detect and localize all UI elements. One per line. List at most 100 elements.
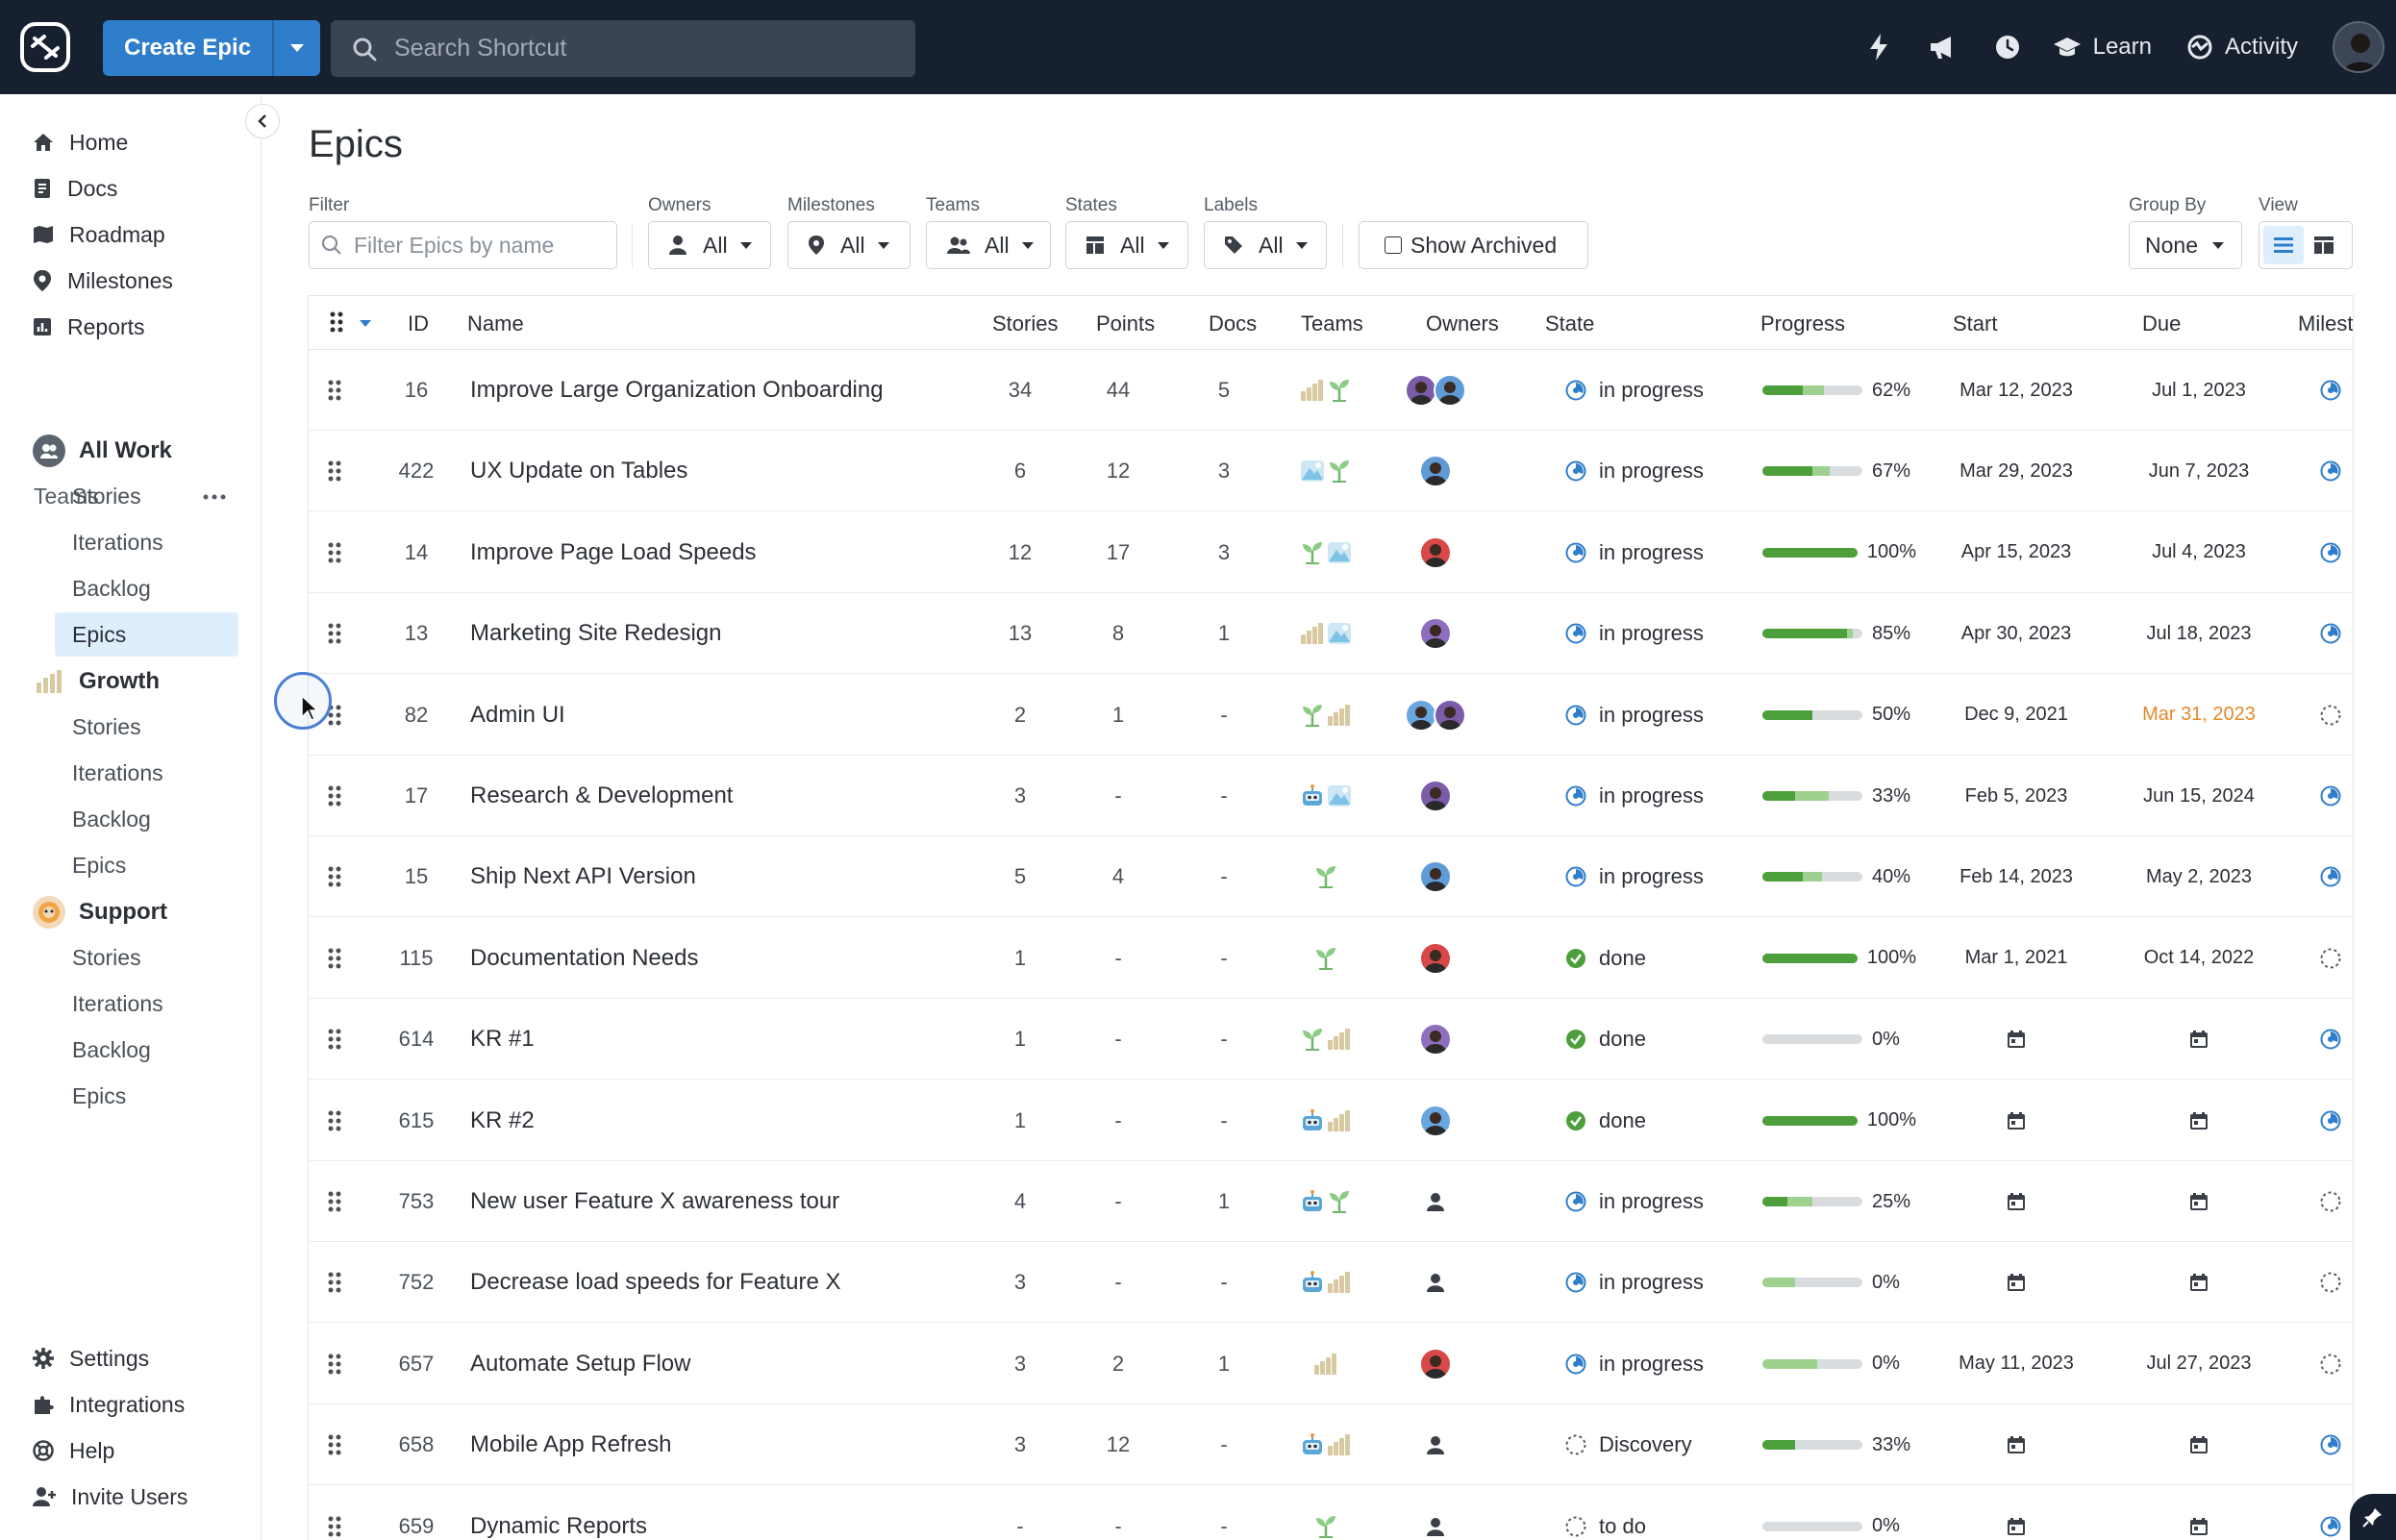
teams-cell[interactable] (1287, 756, 1364, 836)
calendar-icon[interactable] (2007, 1435, 2026, 1454)
teams-cell[interactable] (1287, 999, 1364, 1080)
list-view-button[interactable] (2263, 226, 2304, 264)
table-row[interactable]: 82 Admin UI 2 1 - in progress 50% Dec 9, 2021 Ma… (309, 674, 2353, 756)
milestone-cell[interactable] (2311, 512, 2350, 593)
due-date-cell[interactable]: Jun 15, 2024 (2129, 756, 2269, 836)
owners-cell[interactable] (1397, 1161, 1474, 1242)
start-date-cell[interactable]: Mar 1, 2021 (1946, 918, 2086, 999)
column-header-owners[interactable]: Owners (1426, 311, 1499, 335)
epic-name-link[interactable]: Improve Page Load Speeds (470, 538, 757, 565)
milestone-cell[interactable] (2311, 593, 2350, 674)
state-cell[interactable]: done (1565, 918, 1758, 999)
table-row[interactable]: 422 UX Update on Tables 6 12 3 in progress 67%… (309, 431, 2353, 512)
show-archived-toggle[interactable]: Show Archived (1359, 221, 1588, 269)
milestone-cell[interactable] (2311, 1080, 2350, 1161)
owners-cell[interactable] (1397, 512, 1474, 593)
owners-cell[interactable] (1397, 1080, 1474, 1161)
user-avatar[interactable] (2333, 21, 2384, 73)
epic-name-link[interactable]: Ship Next API Version (470, 863, 696, 890)
epic-name-link[interactable]: Dynamic Reports (470, 1512, 648, 1539)
teams-cell[interactable] (1287, 1161, 1364, 1242)
team-growth[interactable]: Growth (33, 660, 160, 703)
due-date-cell[interactable] (2129, 1080, 2269, 1161)
sidebar-item-reports[interactable]: Reports (33, 306, 145, 348)
calendar-icon[interactable] (2189, 1030, 2209, 1049)
table-row[interactable]: 752 Decrease load speeds for Feature X 3 - -… (309, 1242, 2353, 1324)
state-cell[interactable]: in progress (1565, 431, 1758, 511)
state-cell[interactable]: in progress (1565, 350, 1758, 431)
teams-cell[interactable] (1287, 918, 1364, 999)
calendar-icon[interactable] (2189, 1192, 2209, 1211)
owner-avatar[interactable] (1419, 1023, 1452, 1056)
owners-cell[interactable] (1397, 756, 1474, 836)
teams-cell[interactable] (1287, 1324, 1364, 1404)
sidebar-item-roadmap[interactable]: Roadmap (33, 213, 165, 256)
state-cell[interactable]: to do (1565, 1486, 1758, 1540)
due-date-cell[interactable] (2129, 1242, 2269, 1323)
start-date-cell[interactable]: Apr 30, 2023 (1946, 593, 2086, 674)
start-date-cell[interactable]: Mar 29, 2023 (1946, 431, 2086, 511)
column-header-name[interactable]: Name (467, 311, 524, 335)
epic-name-link[interactable]: KR #2 (470, 1106, 535, 1133)
owners-cell[interactable] (1397, 1486, 1474, 1540)
sidebar-item-docs[interactable]: Docs (33, 167, 117, 210)
milestone-cell[interactable] (2311, 1486, 2350, 1540)
milestone-cell[interactable] (2311, 1404, 2350, 1485)
table-row[interactable]: 614 KR #1 1 - - done 0% (309, 999, 2353, 1080)
owner-avatar[interactable] (1419, 1104, 1452, 1137)
epic-name-link[interactable]: Decrease load speeds for Feature X (470, 1269, 841, 1296)
group-by-dropdown[interactable]: None (2129, 221, 2242, 269)
row-drag-handle[interactable] (328, 431, 357, 511)
owner-avatar[interactable] (1419, 617, 1452, 651)
sidebar-item-settings[interactable]: Settings (33, 1337, 149, 1379)
row-drag-handle[interactable] (328, 675, 357, 756)
row-drag-handle[interactable] (328, 1324, 357, 1404)
table-row[interactable]: 658 Mobile App Refresh 3 12 - Discovery 33% (309, 1404, 2353, 1486)
announcements-button[interactable] (1924, 28, 1962, 66)
calendar-icon[interactable] (2007, 1517, 2026, 1536)
row-drag-handle[interactable] (328, 1486, 357, 1540)
more-options-icon[interactable] (203, 494, 226, 500)
start-date-cell[interactable]: Feb 5, 2023 (1946, 756, 2086, 836)
epic-name-link[interactable]: Research & Development (470, 782, 734, 808)
team-all-work[interactable]: All Work (33, 430, 172, 472)
due-date-cell[interactable]: Jul 18, 2023 (2129, 593, 2269, 674)
owner-avatar[interactable] (1419, 535, 1452, 569)
support-iterations[interactable]: Iterations (72, 990, 163, 1016)
teams-cell[interactable] (1287, 431, 1364, 511)
state-cell[interactable]: in progress (1565, 675, 1758, 756)
state-cell[interactable]: done (1565, 1080, 1758, 1161)
epic-name-link[interactable]: KR #1 (470, 1026, 535, 1053)
column-header-points[interactable]: Points (1096, 311, 1156, 335)
sidebar-item-integrations[interactable]: Integrations (33, 1383, 185, 1426)
support-stories[interactable]: Stories (72, 944, 141, 970)
due-date-cell[interactable]: Oct 14, 2022 (2129, 918, 2269, 999)
search-bar[interactable]: Search Shortcut (331, 20, 915, 77)
owner-avatar[interactable] (1419, 860, 1452, 894)
growth-backlog[interactable]: Backlog (72, 806, 151, 832)
milestone-cell[interactable] (2311, 918, 2350, 999)
epic-name-link[interactable]: Automate Setup Flow (470, 1350, 691, 1377)
state-cell[interactable]: in progress (1565, 1242, 1758, 1323)
create-epic-button[interactable]: Create Epic (103, 20, 273, 76)
owners-filter-dropdown[interactable]: All (648, 221, 771, 269)
column-header-state[interactable]: State (1545, 311, 1595, 335)
start-date-cell[interactable]: Feb 14, 2023 (1946, 836, 2086, 917)
history-button[interactable] (1988, 28, 2027, 66)
teams-cell[interactable] (1287, 836, 1364, 917)
due-date-cell[interactable]: Jul 1, 2023 (2129, 350, 2269, 431)
all-work-epics[interactable]: Epics (55, 612, 238, 657)
collapse-sidebar-button[interactable] (245, 104, 280, 138)
epic-name-link[interactable]: Improve Large Organization Onboarding (470, 377, 884, 403)
calendar-icon[interactable] (2007, 1273, 2026, 1292)
calendar-icon[interactable] (2189, 1111, 2209, 1130)
state-cell[interactable]: done (1565, 999, 1758, 1080)
owners-cell[interactable] (1397, 593, 1474, 674)
start-date-cell[interactable] (1946, 999, 2086, 1080)
table-row[interactable]: 15 Ship Next API Version 5 4 - in progress 40%… (309, 836, 2353, 918)
due-date-cell[interactable]: Jun 7, 2023 (2129, 431, 2269, 511)
drag-handle-icon[interactable] (330, 311, 343, 333)
column-header-due[interactable]: Due (2142, 311, 2182, 335)
milestone-cell[interactable] (2311, 1161, 2350, 1242)
column-header-teams[interactable]: Teams (1301, 311, 1363, 335)
